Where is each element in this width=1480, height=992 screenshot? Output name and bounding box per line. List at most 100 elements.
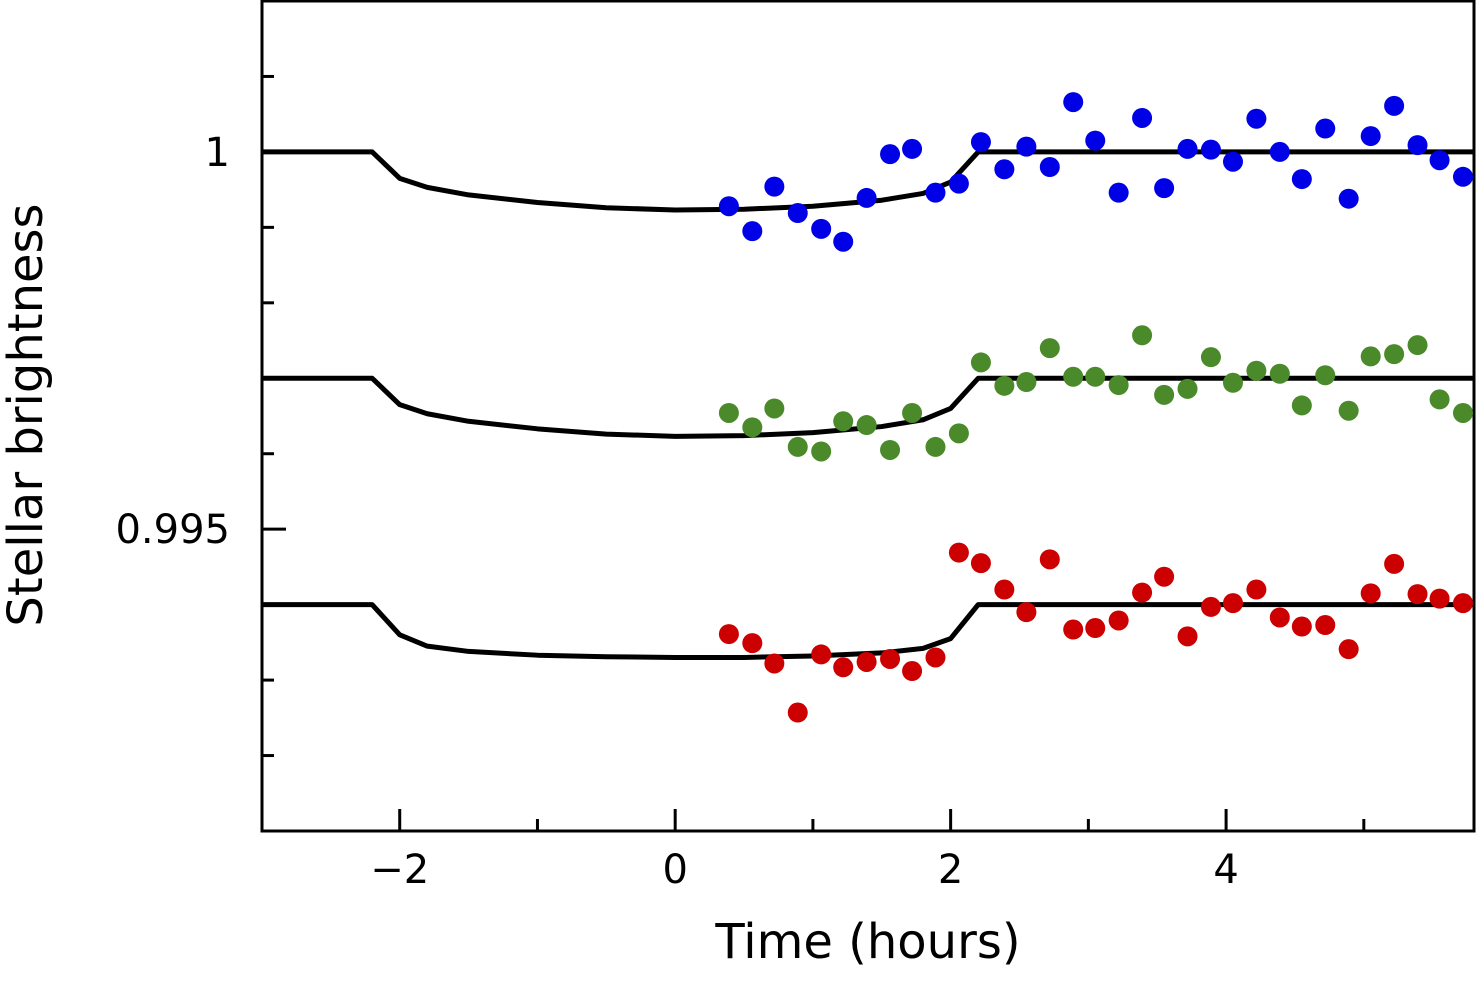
- data-point: [1429, 389, 1450, 410]
- data-point: [1452, 402, 1473, 423]
- data-point: [1452, 593, 1473, 614]
- data-point: [970, 132, 991, 153]
- data-point: [902, 661, 923, 682]
- data-point: [764, 176, 785, 197]
- data-point: [1039, 338, 1060, 359]
- data-point: [1108, 375, 1129, 396]
- data-point: [1132, 582, 1153, 603]
- model-line: [262, 602, 1474, 660]
- data-point: [1039, 157, 1060, 177]
- data-point: [856, 651, 877, 672]
- data-point: [1154, 178, 1175, 199]
- data-point: [925, 182, 946, 203]
- data-point: [1407, 335, 1428, 356]
- data-point: [1291, 169, 1312, 190]
- data-point: [1269, 141, 1290, 162]
- data-point: [787, 436, 808, 457]
- x-axis-title: Time (hours): [714, 914, 1020, 970]
- data-point: [1177, 626, 1198, 647]
- x-tick-label: 0: [662, 847, 687, 893]
- data-point: [925, 436, 946, 457]
- data-point: [1315, 118, 1336, 139]
- data-point: [1291, 395, 1312, 416]
- data-point: [833, 657, 854, 678]
- data-point: [1222, 593, 1243, 614]
- data-point: [764, 653, 785, 674]
- data-point: [811, 218, 832, 239]
- data-point: [1200, 596, 1221, 617]
- data-point: [1315, 615, 1336, 636]
- x-tick-label: −2: [370, 847, 429, 893]
- model-line: [262, 375, 1474, 439]
- data-point: [948, 423, 969, 444]
- data-point: [925, 647, 946, 668]
- data-point: [856, 415, 877, 436]
- data-point: [1246, 360, 1267, 381]
- data-point: [1085, 366, 1106, 387]
- data-point: [1429, 588, 1450, 609]
- data-point: [1154, 384, 1175, 405]
- data-point: [994, 159, 1015, 180]
- data-point: [1246, 579, 1267, 600]
- data-point: [1269, 363, 1290, 384]
- data-point: [1360, 346, 1381, 367]
- data-point: [742, 633, 763, 654]
- data-point: [811, 644, 832, 665]
- data-point: [1154, 566, 1175, 587]
- data-point: [718, 402, 739, 423]
- data-point: [880, 439, 901, 460]
- data-point: [1407, 584, 1428, 605]
- data-point: [1085, 130, 1106, 151]
- data-point: [1407, 135, 1428, 156]
- data-point: [1200, 139, 1221, 160]
- data-point: [1384, 553, 1405, 574]
- y-tick-label: 1: [205, 130, 230, 176]
- x-tick-label: 4: [1213, 847, 1238, 893]
- data-point: [1452, 166, 1473, 187]
- data-point: [1063, 619, 1084, 640]
- data-point: [718, 624, 739, 645]
- data-point: [948, 542, 969, 563]
- data-point: [1246, 108, 1267, 129]
- data-point: [1338, 400, 1359, 421]
- data-point: [1315, 365, 1336, 386]
- data-point: [1085, 618, 1106, 639]
- data-point: [994, 375, 1015, 396]
- data-point: [1338, 639, 1359, 660]
- data-point: [1360, 583, 1381, 604]
- data-point: [880, 648, 901, 669]
- data-point: [902, 402, 923, 423]
- data-point: [1384, 95, 1405, 116]
- data-point: [1039, 549, 1060, 570]
- x-tick-label: 2: [938, 847, 963, 893]
- data-point: [1016, 372, 1037, 393]
- data-point: [948, 173, 969, 194]
- data-point: [902, 138, 923, 159]
- data-point: [1222, 151, 1243, 172]
- y-axis-title: Stellar brightness: [0, 203, 54, 626]
- data-point: [787, 203, 808, 224]
- data-point: [742, 417, 763, 438]
- data-point: [1016, 602, 1037, 623]
- data-point: [787, 702, 808, 723]
- data-point: [970, 553, 991, 574]
- data-point: [1429, 150, 1450, 171]
- data-point: [811, 441, 832, 462]
- data-point: [970, 352, 991, 373]
- data-point: [1269, 607, 1290, 628]
- data-point: [880, 144, 901, 165]
- data-point: [764, 398, 785, 419]
- data-point: [1222, 372, 1243, 393]
- data-point: [833, 231, 854, 252]
- data-point: [1016, 136, 1037, 157]
- plot-frame: [260, 0, 1476, 833]
- data-point: [742, 221, 763, 242]
- data-point: [718, 196, 739, 217]
- data-point: [856, 187, 877, 208]
- data-point: [1063, 92, 1084, 113]
- data-point: [1132, 325, 1153, 346]
- data-point: [833, 411, 854, 432]
- data-point: [1177, 378, 1198, 399]
- y-tick-label: 0.995: [115, 507, 230, 553]
